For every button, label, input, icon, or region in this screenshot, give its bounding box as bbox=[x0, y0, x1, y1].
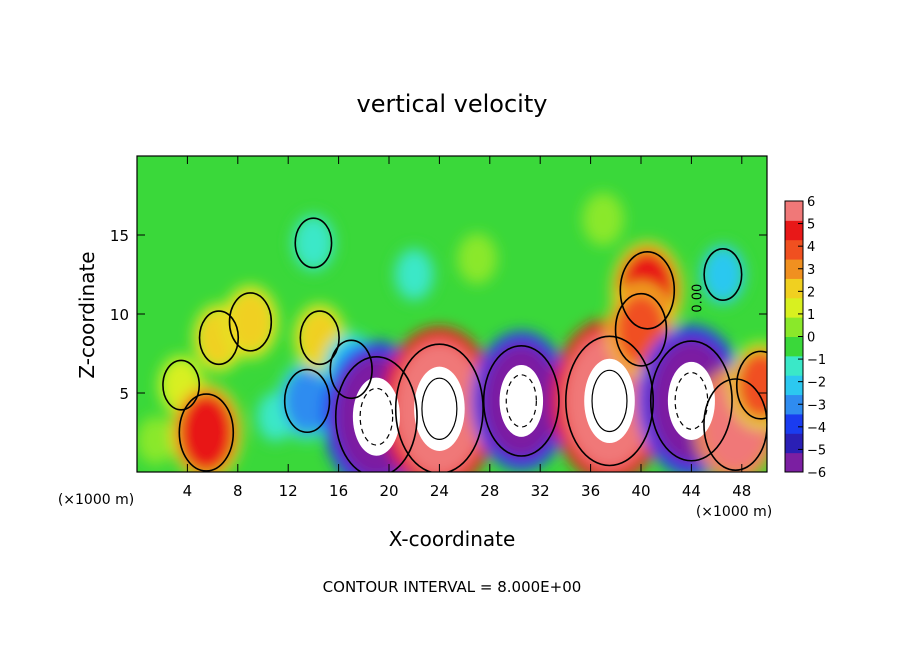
colorbar-tick-label: 4 bbox=[807, 240, 815, 255]
y-axis-label: Z-coordinate bbox=[75, 251, 99, 378]
contour-line bbox=[421, 377, 458, 440]
colorbar-segment bbox=[785, 220, 803, 241]
contour-line bbox=[359, 387, 394, 446]
x-axis-unit-right: (×1000 m) bbox=[696, 504, 772, 520]
field-cell bbox=[586, 197, 620, 242]
colorbar-segment bbox=[785, 297, 803, 318]
contour-layer: 0.00 bbox=[162, 217, 767, 472]
colorbar-segment bbox=[785, 239, 803, 260]
field-cell bbox=[140, 420, 172, 461]
field-cell bbox=[703, 247, 743, 302]
x-tick-label: 4 bbox=[183, 482, 193, 500]
x-tick-label: 32 bbox=[531, 482, 550, 500]
colorbar-segment bbox=[785, 201, 803, 221]
field-cell bbox=[283, 367, 331, 434]
x-tick-label: 20 bbox=[379, 482, 398, 500]
colorbar-tick-label: 2 bbox=[807, 285, 815, 300]
contour-zero-line bbox=[482, 344, 560, 457]
contour-zero-line bbox=[228, 292, 273, 352]
contour-zero-line bbox=[649, 340, 733, 462]
contour-zero-line bbox=[294, 217, 333, 269]
contour-label: 0.00 bbox=[690, 284, 705, 313]
colorbar-tick-label: 6 bbox=[807, 195, 815, 210]
x-tick-label: 28 bbox=[480, 482, 499, 500]
x-tick-label: 24 bbox=[430, 482, 449, 500]
contour-zero-line bbox=[394, 343, 484, 472]
y-tick-label: 10 bbox=[110, 306, 129, 324]
contour-zero-line bbox=[619, 251, 676, 330]
colorbar-tick-label: −5 bbox=[807, 443, 826, 458]
colorbar-tick-label: 1 bbox=[807, 308, 815, 323]
x-axis-label: X-coordinate bbox=[389, 527, 516, 551]
colorbar-tick-label: 0 bbox=[807, 331, 815, 346]
contour-zero-line bbox=[162, 359, 201, 411]
colorbar-tick-label: 3 bbox=[807, 263, 815, 278]
colorbar-tick-label: −6 bbox=[807, 466, 826, 481]
colorbar-tick-label: −3 bbox=[807, 398, 826, 413]
x-tick-label: 40 bbox=[631, 482, 650, 500]
x-tick-label: 12 bbox=[279, 482, 298, 500]
contour-zero-line bbox=[299, 310, 340, 366]
contour-line bbox=[505, 374, 537, 428]
field-cell bbox=[177, 392, 235, 472]
colorbar-tick-label: −2 bbox=[807, 376, 826, 391]
x-tick-label: 8 bbox=[233, 482, 243, 500]
contour-zero-line bbox=[334, 356, 418, 472]
colorbar: 6 5 4 3 2 1 0 −1 −2 −3 −4 −5 −6 bbox=[784, 195, 826, 481]
contour-zero-line bbox=[178, 393, 235, 472]
x-tick-label: 48 bbox=[732, 482, 751, 500]
plot-area: 0.00 bbox=[137, 156, 767, 472]
field-cell bbox=[396, 250, 433, 299]
colorbar-segment bbox=[785, 452, 803, 473]
field-cell bbox=[228, 291, 273, 353]
contour-zero-line bbox=[735, 350, 767, 420]
contour-zero-line bbox=[614, 292, 668, 367]
y-tick-label: 15 bbox=[110, 227, 129, 245]
contour-interval-note: CONTOUR INTERVAL = 8.000E+00 bbox=[323, 578, 582, 596]
colorbar-segment bbox=[785, 375, 803, 396]
colorbar-tick-label: −4 bbox=[807, 421, 826, 436]
colorbar-tick-label: 5 bbox=[807, 218, 815, 233]
contour-line bbox=[591, 369, 628, 433]
x-axis: 4 8 12 16 20 24 28 32 36 40 44 48 bbox=[183, 156, 751, 500]
field-cell bbox=[461, 237, 494, 280]
x-axis-unit-left: (×1000 m) bbox=[58, 492, 134, 508]
y-tick-label: 5 bbox=[119, 385, 129, 403]
colorbar-segment bbox=[785, 413, 803, 434]
x-tick-label: 16 bbox=[329, 482, 348, 500]
x-tick-label: 44 bbox=[682, 482, 701, 500]
contour-zero-line bbox=[703, 248, 743, 301]
colorbar-segment bbox=[785, 317, 803, 337]
colorbar-segment bbox=[785, 259, 803, 279]
contour-zero-line bbox=[198, 310, 240, 366]
chart-title: vertical velocity bbox=[357, 90, 548, 118]
colorbar-segment bbox=[785, 336, 803, 357]
field-cell bbox=[735, 349, 767, 421]
contour-zero-line bbox=[329, 339, 373, 400]
contour-zero-line bbox=[703, 378, 767, 471]
colorbar-segment bbox=[785, 278, 803, 299]
colorbar-tick-label: −1 bbox=[807, 353, 826, 368]
field-cell bbox=[294, 216, 333, 269]
colorbar-segment bbox=[785, 394, 803, 415]
contour-zero-line bbox=[564, 335, 654, 467]
y-axis: 5 10 15 bbox=[110, 227, 767, 403]
colorbar-segment bbox=[785, 433, 803, 454]
colorbar-segment bbox=[785, 355, 803, 376]
x-tick-label: 36 bbox=[581, 482, 600, 500]
contour-zero-line bbox=[283, 368, 331, 434]
